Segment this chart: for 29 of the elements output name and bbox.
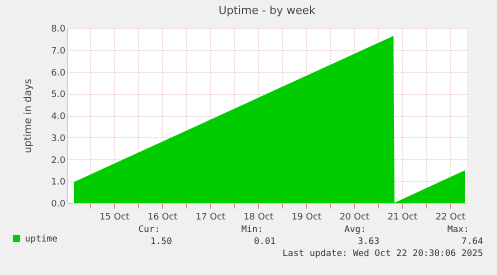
x-tick-label: 18 Oct (244, 212, 274, 222)
text: 0.01 (254, 237, 276, 247)
y-tick-label: 6.0 (51, 68, 66, 78)
text: 3.63 (358, 237, 380, 247)
text: 1.50 (150, 237, 172, 247)
y-tick-label: 2.0 (51, 156, 66, 166)
legend-label: uptime (25, 234, 58, 244)
text: Min: (241, 225, 263, 235)
chart-title: Uptime - by week (218, 4, 316, 17)
y-tick-label: 8.0 (51, 24, 66, 34)
text: Last update: Wed Oct 22 20:30:06 2025 (282, 249, 483, 259)
y-tick-label: 4.0 (51, 112, 66, 122)
y-tick-label: 1.0 (51, 178, 66, 188)
text: Max: (447, 225, 469, 235)
x-tick-label: 15 Oct (100, 212, 130, 222)
x-tick-label: 19 Oct (292, 212, 322, 222)
text: 7.64 (461, 237, 484, 247)
y-tick-label: 0.0 (51, 200, 66, 210)
x-tick-label: 21 Oct (388, 212, 418, 222)
x-tick-label: 20 Oct (340, 212, 370, 222)
y-tick-label: 7.0 (51, 46, 66, 56)
x-tick-label: 16 Oct (148, 212, 178, 222)
text: Avg: (344, 225, 366, 235)
x-tick-label: 22 Oct (436, 212, 466, 222)
text: Cur: (138, 225, 160, 235)
y-tick-label: 5.0 (51, 90, 66, 100)
y-axis-title: uptime in days (23, 78, 34, 154)
x-tick-label: 17 Oct (196, 212, 226, 222)
y-tick-label: 3.0 (51, 134, 66, 144)
